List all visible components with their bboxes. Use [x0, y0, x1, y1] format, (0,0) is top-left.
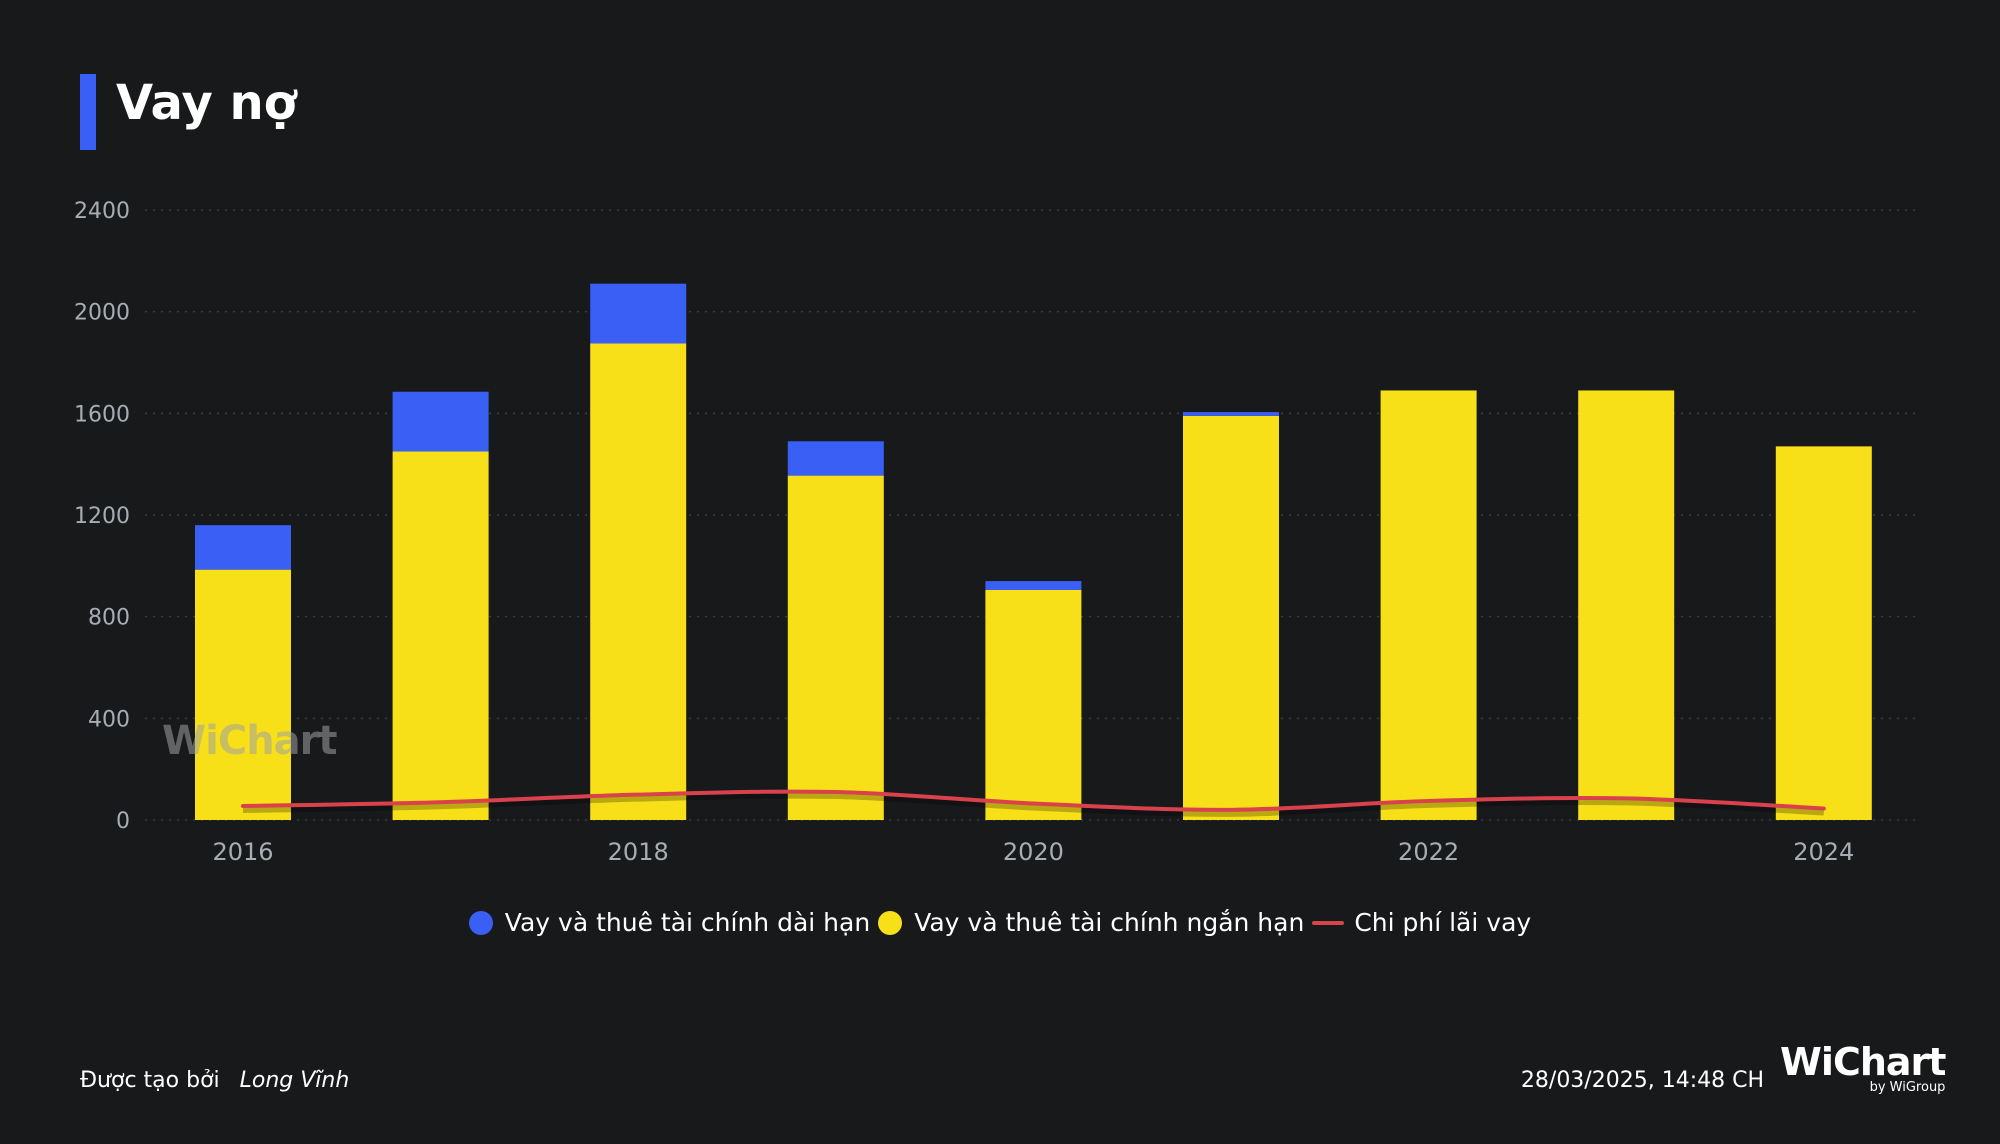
chart-legend: Vay và thuê tài chính dài hạn Vay và thu… — [0, 908, 2000, 937]
y-tick-label: 1200 — [74, 504, 130, 529]
legend-item-long-term[interactable]: Vay và thuê tài chính dài hạn — [468, 908, 871, 937]
x-tick-label: 2016 — [212, 838, 273, 866]
y-tick-label: 2000 — [74, 301, 130, 326]
bar-long-term — [590, 283, 687, 344]
x-tick-label: 2024 — [1793, 838, 1854, 866]
bar-chart: 0 400 800 1200 1600 2000 2400 2016 2018 2020 2022 2… — [74, 199, 1915, 866]
y-tick-label: 400 — [88, 707, 130, 732]
bar-short-term — [1578, 390, 1675, 820]
legend-label: Vay và thuê tài chính dài hạn — [504, 908, 871, 937]
bar-long-term — [1183, 412, 1279, 416]
y-tick-label: 800 — [88, 606, 130, 631]
x-tick-label: 2018 — [608, 838, 669, 866]
legend-label: Vay và thuê tài chính ngắn hạn — [914, 908, 1305, 937]
footer-credit: Được tạo bởi Long Vĩnh — [80, 1068, 349, 1093]
page-title: Vay nợ — [116, 75, 297, 131]
bar-short-term — [1183, 415, 1279, 820]
y-tick-label: 2400 — [74, 199, 130, 224]
bar-short-term — [787, 475, 884, 820]
footer-timestamp: 28/03/2025, 14:48 CH — [1520, 1068, 1764, 1093]
brand-name: WiChart — [1780, 1040, 1946, 1084]
bar-long-term — [985, 581, 1082, 590]
bar-long-term — [392, 391, 489, 452]
bar-long-term — [195, 525, 291, 570]
series-line-interest — [241, 789, 1826, 812]
bar-long-term — [787, 441, 884, 476]
legend-dot-icon — [878, 910, 903, 935]
legend-line-icon — [1312, 920, 1345, 925]
watermark: WiChart — [162, 718, 338, 764]
bar-short-term — [195, 569, 291, 820]
bar-short-term — [1380, 390, 1477, 820]
x-tick-label: 2020 — [1003, 838, 1064, 866]
brand-sub: by WiGroup — [1869, 1080, 1946, 1095]
legend-dot-icon — [468, 910, 493, 935]
line-shadow — [242, 792, 1824, 817]
title-accent-bar — [80, 74, 96, 150]
y-tick-label: 1600 — [74, 402, 130, 427]
x-tick-label: 2022 — [1398, 838, 1459, 866]
legend-label: Chi phí lãi vay — [1354, 908, 1532, 937]
legend-item-short-term[interactable]: Vay và thuê tài chính ngắn hạn — [878, 908, 1304, 937]
y-tick-label: 0 — [116, 809, 130, 834]
bar-short-term — [590, 343, 687, 820]
brand-logo: WiChart by WiGroup — [1780, 1040, 1946, 1095]
bar-short-term — [985, 589, 1082, 820]
created-by-label: Được tạo bởi — [80, 1068, 220, 1093]
bar-short-term — [392, 451, 489, 820]
bar-short-term — [1775, 446, 1872, 820]
legend-item-interest[interactable]: Chi phí lãi vay — [1312, 908, 1531, 937]
author-name: Long Vĩnh — [239, 1068, 350, 1093]
